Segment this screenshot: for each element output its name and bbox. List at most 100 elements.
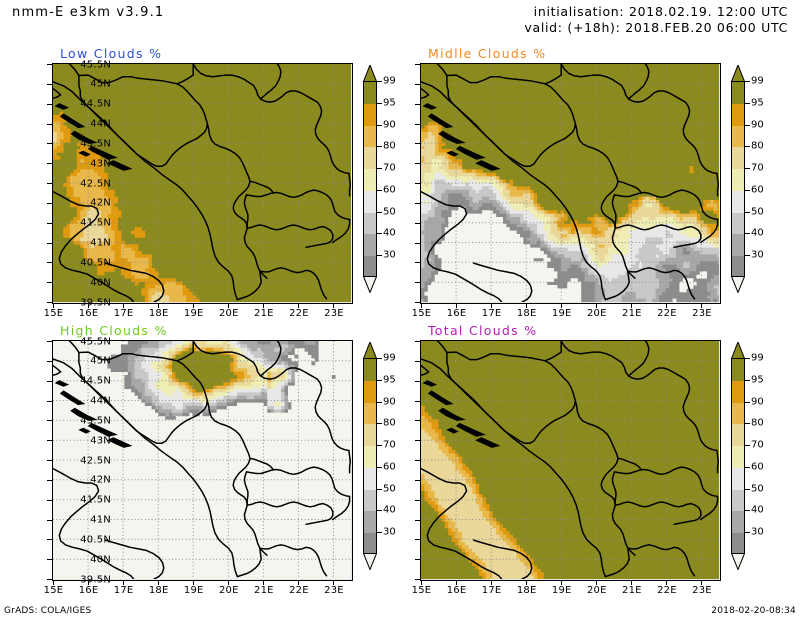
lon-tick-mark [123, 304, 125, 308]
lat-tick-label: 40N [90, 277, 111, 289]
lat-tick-mark [47, 519, 52, 521]
lon-tick-label: 21E [254, 585, 274, 596]
lat-tick-mark [415, 479, 420, 481]
lon-tick-label: 20E [218, 308, 239, 319]
lon-tick-mark [53, 581, 54, 585]
colorbar-tick-mark [377, 358, 382, 359]
colorbar-tick-mark [377, 102, 382, 104]
lon-tick-label: 17E [481, 585, 502, 596]
colorbar-tick-label: 70 [383, 439, 396, 451]
colorbar-tick-label: 95 [751, 374, 764, 386]
colorbar-tick-mark [745, 466, 750, 468]
colorbar-segment [364, 147, 376, 170]
colorbar-tick-mark [745, 510, 750, 512]
lat-tick-label: 40N [90, 554, 111, 566]
colorbar-tick-label: 30 [383, 526, 396, 538]
lon-tick-label: 22E [289, 585, 309, 596]
colorbar-tick-label: 70 [383, 162, 396, 174]
colorbar-segment [732, 402, 744, 425]
colorbar-over-arrow [363, 65, 377, 82]
colorbar-tick-mark [745, 401, 750, 403]
lat-tick-label: 43.5N [80, 138, 111, 150]
colorbar-segment [732, 489, 744, 512]
colorbar-over-arrow [731, 342, 745, 359]
lon-tick-mark [666, 581, 668, 585]
lat-tick-mark [415, 380, 420, 382]
colorbar-tick-label: 50 [383, 206, 396, 218]
colorbar-segment [364, 103, 376, 126]
lat-tick-label: 41N [90, 237, 111, 249]
lon-tick-mark [491, 581, 493, 585]
lon-tick-label: 19E [183, 585, 204, 596]
colorbar-segment [732, 169, 744, 191]
lat-tick-mark [415, 460, 420, 461]
colorbar-segment [732, 190, 744, 213]
lat-tick-label: 42.5N [80, 455, 111, 466]
colorbar-tick-label: 99 [751, 352, 764, 364]
lon-tick-label: 21E [622, 585, 642, 596]
colorbar-tick-mark [377, 401, 382, 403]
colorbar-tick-mark [745, 488, 750, 490]
colorbar-tick-mark [745, 532, 750, 534]
lat-tick-mark [47, 400, 52, 402]
colorbar-tick-label: 80 [751, 417, 764, 429]
colorbar-segment [732, 380, 744, 403]
colorbar-tick-mark [377, 255, 382, 257]
lon-tick-mark [228, 581, 230, 585]
colorbar-tick-label: 60 [751, 184, 764, 196]
lon-tick-mark [88, 581, 90, 585]
colorbar-tick-label: 95 [751, 97, 764, 109]
lat-tick-mark [415, 440, 420, 442]
lat-tick-mark [415, 123, 420, 125]
colorbar-segment [732, 103, 744, 126]
lon-tick-mark [631, 304, 633, 308]
colorbar-segment [364, 234, 376, 257]
lat-tick-label: 43.5N [80, 415, 111, 427]
colorbar-tick-label: 40 [751, 504, 764, 516]
lat-tick-mark [415, 163, 420, 165]
colorbar-tick-mark [745, 146, 750, 148]
lat-tick-label: 41.5N [80, 217, 111, 229]
colorbar-segment [364, 212, 376, 235]
colorbar-tick-mark [745, 211, 750, 213]
colorbar-under-arrow [363, 553, 377, 570]
colorbar-segment [364, 190, 376, 213]
lat-tick-mark [47, 242, 52, 244]
colorbar-total [731, 358, 745, 555]
colorbar-tick-label: 99 [383, 352, 396, 364]
colorbar-tick-label: 90 [751, 119, 764, 131]
lat-tick-mark [415, 519, 420, 521]
colorbar-tick-label: 95 [383, 374, 396, 386]
lon-tick-mark [491, 304, 493, 308]
lat-tick-mark [47, 103, 52, 105]
lat-tick-label: 43N [90, 435, 111, 447]
lat-tick-mark [47, 559, 52, 561]
colorbar-segment [732, 533, 744, 555]
lon-tick-mark [263, 581, 265, 585]
lat-tick-mark [415, 341, 420, 342]
map-plot-total [420, 340, 721, 581]
plot-timestamp: 2018-02-20-08:34 [711, 606, 796, 616]
lat-tick-label: 41N [90, 514, 111, 526]
colorbar-tick-label: 90 [751, 396, 764, 408]
colorbar-tick-mark [745, 168, 750, 170]
lon-tick-label: 19E [551, 308, 572, 319]
lat-tick-mark [415, 202, 420, 204]
lat-tick-label: 39.5N [80, 574, 111, 585]
lon-tick-mark [701, 304, 703, 308]
lon-tick-mark [123, 581, 125, 585]
lon-tick-label: 22E [657, 585, 677, 596]
lat-tick-mark [415, 83, 420, 85]
colorbar-tick-mark [377, 466, 382, 468]
lat-tick-mark [47, 183, 52, 184]
lat-tick-label: 42N [90, 474, 111, 486]
colorbar-segment [364, 467, 376, 490]
lon-tick-label: 16E [446, 585, 467, 596]
lat-tick-mark [47, 143, 52, 145]
colorbar-segment [732, 467, 744, 490]
lat-tick-mark [415, 183, 420, 184]
lat-tick-mark [415, 302, 420, 303]
colorbar-tick-mark [745, 423, 750, 425]
lon-tick-label: 20E [586, 308, 607, 319]
lon-tick-label: 15E [43, 308, 64, 319]
